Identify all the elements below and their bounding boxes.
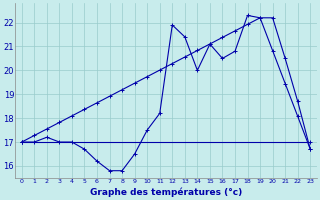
X-axis label: Graphe des températures (°c): Graphe des températures (°c) [90, 187, 242, 197]
